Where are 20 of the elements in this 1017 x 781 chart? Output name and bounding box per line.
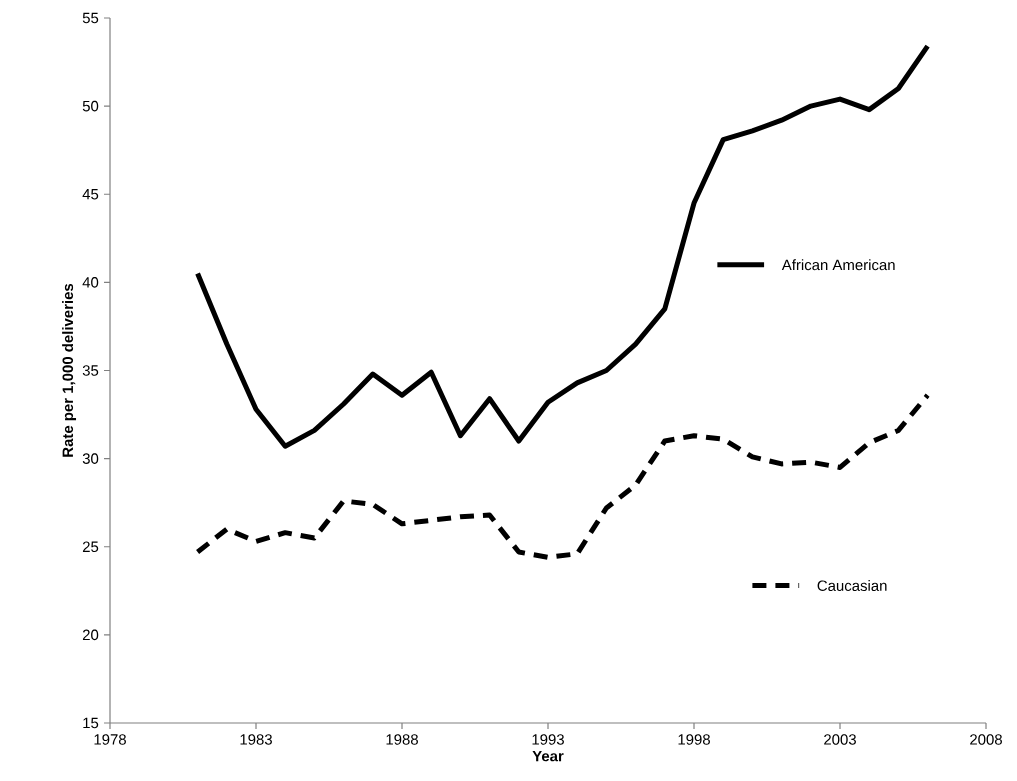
x-tick-label: 1983	[240, 734, 272, 745]
y-tick-label: 55	[82, 12, 99, 24]
y-axis-title: Rate per 1,000 deliveries	[62, 283, 77, 457]
y-tick-label: 45	[82, 189, 99, 200]
x-tick-label: 1998	[678, 734, 710, 745]
x-tick-label: 2008	[970, 734, 1002, 745]
y-tick-label: 30	[82, 453, 99, 464]
y-tick-label: 25	[82, 541, 99, 553]
x-tick-label: 1978	[94, 734, 126, 745]
legend-label: African American	[781, 259, 895, 271]
y-tick-label: 35	[82, 365, 99, 376]
y-tick-label: 15	[83, 717, 99, 729]
legend-label: Caucasian	[817, 580, 887, 592]
x-axis-title: Year	[532, 750, 564, 762]
y-tick-label: 20	[82, 629, 99, 641]
x-tick-label: 2003	[824, 734, 856, 745]
y-tick-label: 40	[82, 277, 99, 288]
x-tick-label: 1988	[386, 734, 418, 745]
y-tick-label: 50	[82, 100, 99, 112]
x-tick-label: 1993	[532, 734, 564, 745]
